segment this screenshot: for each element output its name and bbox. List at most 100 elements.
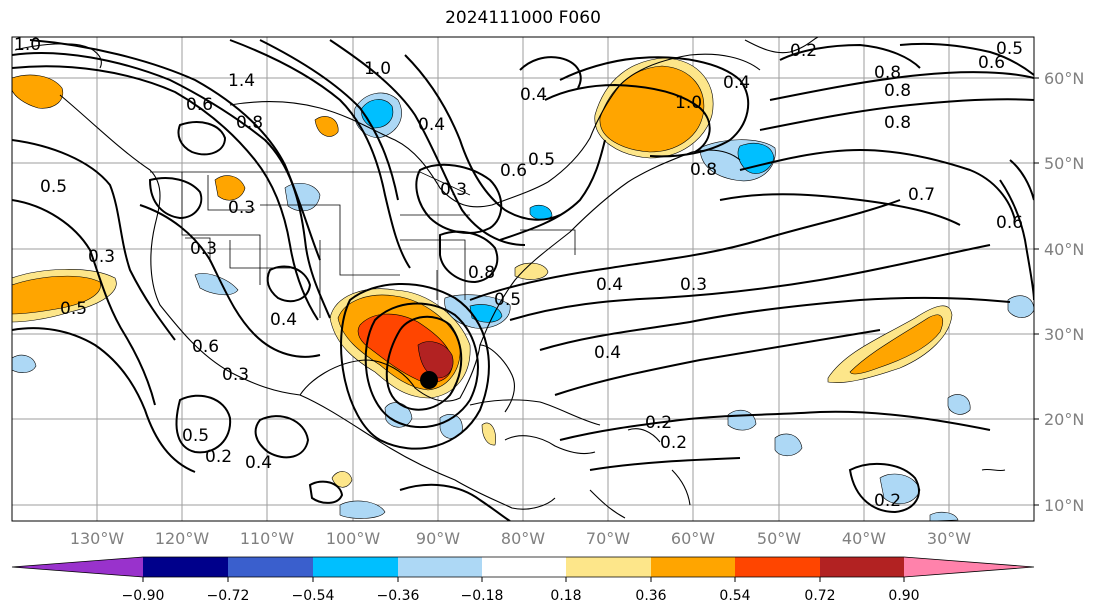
lon-label-50w: 50°W	[757, 529, 801, 548]
colorbar-swatch	[566, 557, 651, 577]
contour-label: 0.5	[60, 299, 87, 319]
coastlines	[14, 37, 1006, 519]
lon-label-120w: 120°W	[155, 529, 210, 548]
shade-blue-east-2	[737, 143, 775, 174]
shade-blue-atl-3	[947, 394, 971, 415]
contour-label: 0.3	[88, 247, 115, 267]
contour-label: 0.4	[418, 115, 445, 135]
contour-label: 0.4	[520, 85, 547, 105]
colorbar-tick-label: −0.36	[377, 588, 420, 604]
contour-label: 0.6	[996, 213, 1023, 233]
shade-blue-plains	[194, 273, 239, 296]
contour-label: 0.2	[790, 41, 817, 61]
colorbar-swatch	[12, 557, 143, 577]
contour-label: 0.8	[884, 113, 911, 133]
contour-label: 0.7	[908, 185, 935, 205]
colorbar-swatch	[904, 557, 1034, 577]
contour-label: 1.4	[228, 71, 255, 91]
colorbar-tick-label: 0.36	[635, 588, 666, 604]
colorbar-labels: −0.90 −0.72 −0.54 −0.36 −0.18 0.18 0.36 …	[122, 588, 920, 604]
contour-label: 0.3	[222, 365, 249, 385]
colorbar-tick-label: −0.18	[461, 588, 504, 604]
lon-label-80w: 80°W	[501, 529, 545, 548]
lat-label-50n: 50°N	[1044, 154, 1084, 173]
shade-alaska-orange	[12, 74, 64, 109]
tick-marks	[1034, 77, 1039, 506]
lon-label-110w: 110°W	[240, 529, 295, 548]
contour-label: 0.8	[690, 160, 717, 180]
colorbar-swatch	[735, 557, 820, 577]
shade-carib-yellow	[481, 422, 496, 446]
contour-label: 0.2	[874, 491, 901, 511]
contour-label: 0.6	[192, 337, 219, 357]
lon-label-70w: 70°W	[586, 529, 630, 548]
shaded-anomalies	[12, 57, 1034, 521]
shade-plains-orange	[214, 175, 246, 201]
contour-label: 0.8	[468, 263, 495, 283]
colorbar-tick-label: 0.18	[550, 588, 581, 604]
shade-blue-south	[339, 500, 386, 519]
contour-label: 0.5	[182, 426, 209, 446]
shade-blue-atl-5	[1007, 295, 1034, 318]
colorbar	[11, 556, 1035, 582]
contour-lines	[12, 39, 1034, 521]
contour-label: 0.3	[440, 180, 467, 200]
shade-blue-east-pac	[12, 354, 37, 373]
map-frame	[11, 36, 1035, 522]
lon-label-130w: 130°W	[70, 529, 125, 548]
shade-blue-south-2	[929, 511, 959, 521]
lon-label-90w: 90°W	[416, 529, 460, 548]
lat-label-20n: 20°N	[1044, 410, 1084, 429]
lat-label-30n: 30°N	[1044, 325, 1084, 344]
contour-label: 0.2	[660, 433, 687, 453]
contour-label: 0.4	[596, 275, 623, 295]
lon-label-30w: 30°W	[927, 529, 971, 548]
lat-labels: 60°N 50°N 40°N 30°N 20°N 10°N	[1044, 69, 1084, 515]
colorbar-swatch	[398, 557, 482, 577]
lon-label-40w: 40°W	[842, 529, 886, 548]
contour-label: 0.4	[270, 310, 297, 330]
colorbar-swatch	[228, 557, 313, 577]
lat-label-40n: 40°N	[1044, 240, 1084, 259]
contour-label: 0.3	[190, 239, 217, 259]
lat-label-10n: 10°N	[1044, 496, 1084, 515]
shade-atlantic-orange	[849, 314, 943, 375]
colorbar-swatch	[313, 557, 398, 577]
plot-title: 2024111000 F060	[445, 8, 601, 28]
contour-label: 1.0	[364, 59, 391, 79]
shade-canada-small-orange	[314, 116, 339, 137]
contour-label: 0.6	[978, 53, 1005, 73]
lon-labels: 130°W 120°W 110°W 100°W 90°W 80°W 70°W 6…	[70, 529, 971, 548]
contour-label: 1.0	[675, 93, 702, 113]
contour-label: 0.6	[186, 95, 213, 115]
shade-blue-gulf-small	[529, 204, 553, 220]
colorbar-swatch	[820, 557, 904, 577]
contour-label-group: 1.0 1.4 0.6 0.8 0.3 0.5 0.3 0.5 0.3 0.6 …	[14, 35, 1023, 511]
storm-center-marker	[420, 371, 438, 389]
contour-label: 0.5	[494, 290, 521, 310]
contour-label: 0.6	[500, 161, 527, 181]
contour-label: 0.3	[228, 198, 255, 218]
lat-label-60n: 60°N	[1044, 69, 1084, 88]
colorbar-swatch	[143, 557, 228, 577]
contour-label: 0.8	[874, 63, 901, 83]
contour-label: 0.8	[236, 113, 263, 133]
contour-label: 0.4	[245, 453, 272, 473]
contour-label: 0.5	[528, 150, 555, 170]
contour-label: 0.5	[40, 177, 67, 197]
shade-pacific-orange	[12, 275, 101, 315]
colorbar-tick-label: 0.72	[804, 588, 835, 604]
colorbar-swatch	[482, 557, 566, 577]
contour-label: 0.2	[645, 413, 672, 433]
colorbar-swatch	[651, 557, 735, 577]
contour-label: 1.0	[14, 35, 41, 55]
colorbar-tick-label: 0.54	[719, 588, 750, 604]
colorbar-tick-label: −0.72	[207, 588, 250, 604]
contour-label: 0.2	[205, 447, 232, 467]
shade-blue-atlantic-coast-2	[469, 304, 503, 323]
colorbar-tick-label: −0.90	[122, 588, 165, 604]
contour-label: 0.4	[594, 343, 621, 363]
contour-label: 0.8	[884, 81, 911, 101]
shade-blue-atl-2	[774, 433, 803, 457]
contour-label: 0.5	[996, 39, 1023, 59]
